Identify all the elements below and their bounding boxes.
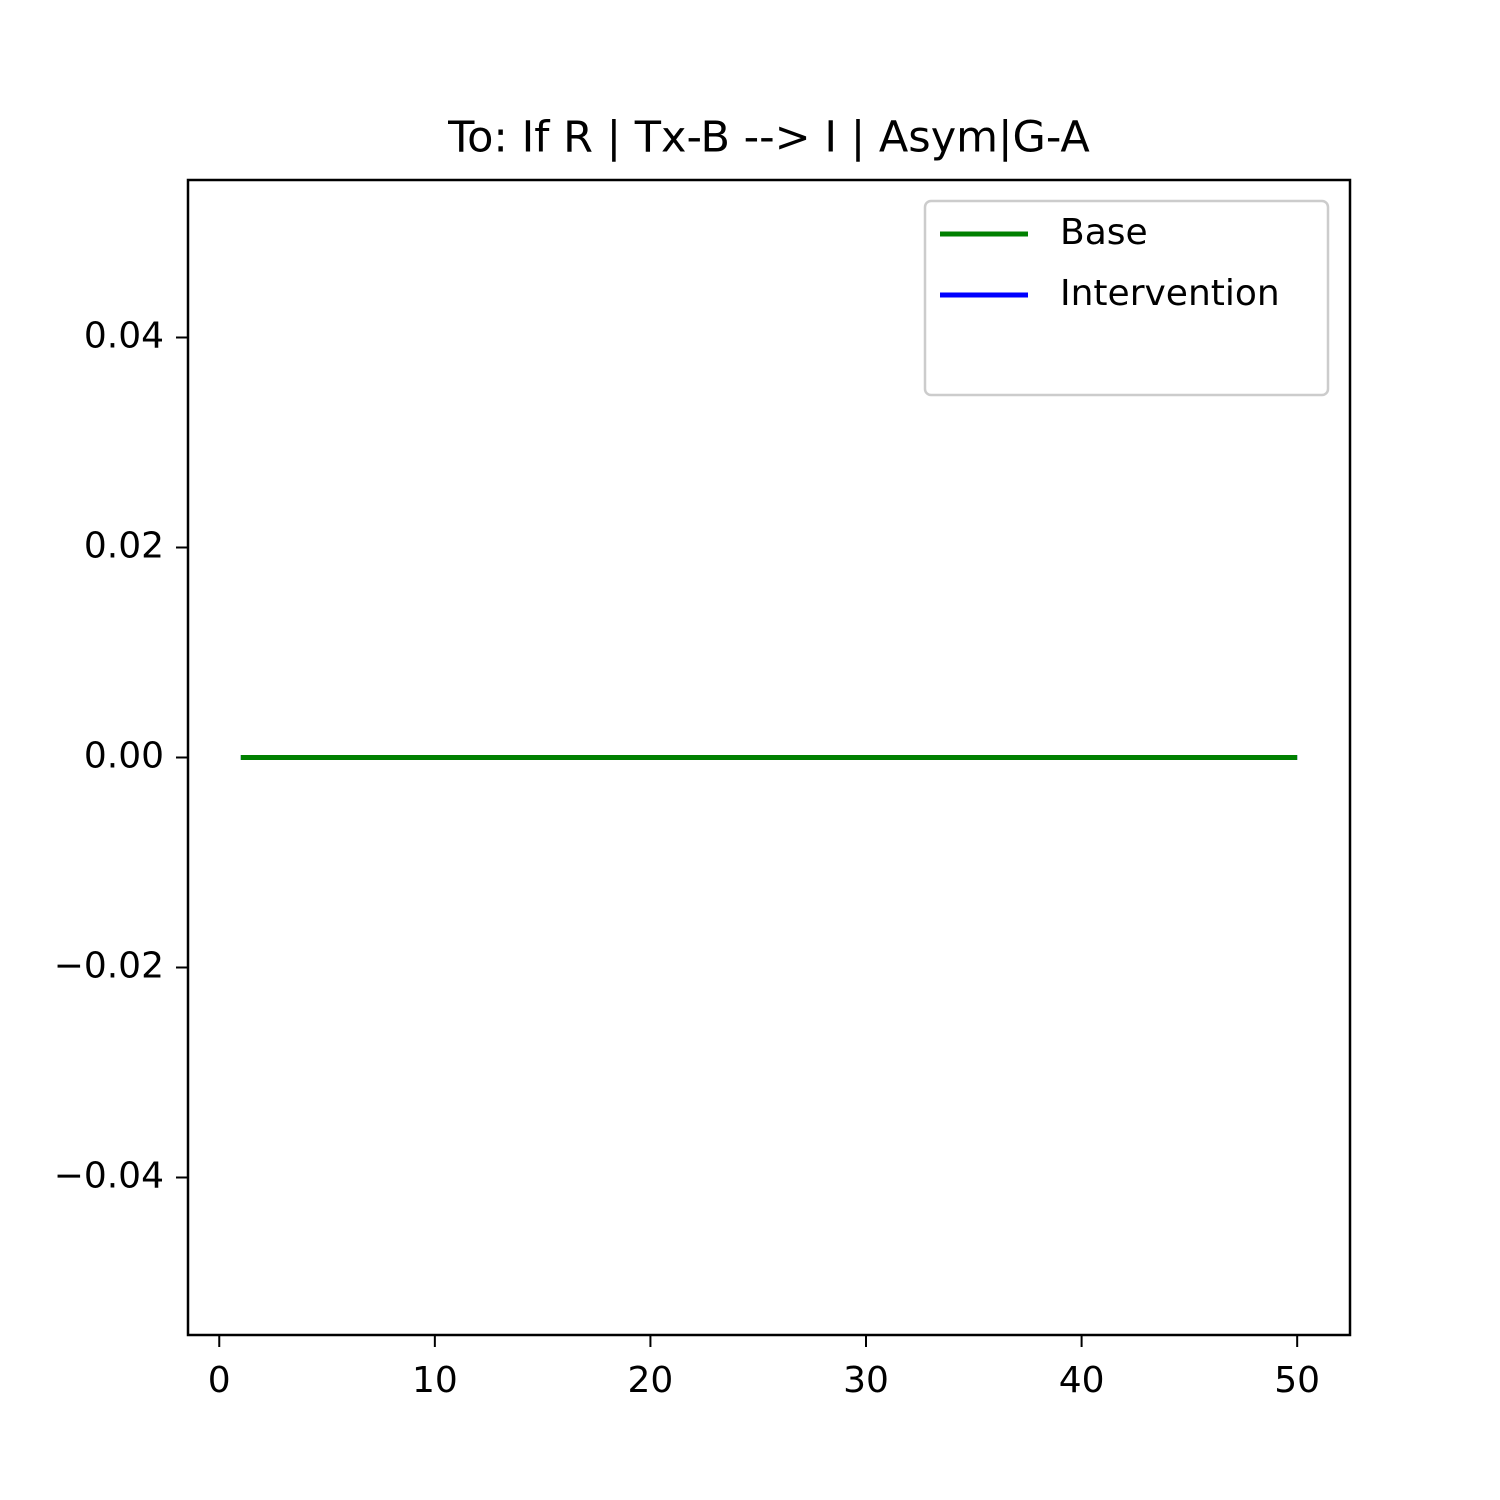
legend-label: Base: [1060, 212, 1148, 253]
y-tick-label: −0.02: [54, 946, 164, 987]
chart-title: To: If R | Tx-B --> I | Asym|G-A: [447, 113, 1090, 163]
x-tick-label: 20: [628, 1360, 674, 1401]
x-tick-label: 40: [1059, 1360, 1105, 1401]
y-tick-label: 0.02: [84, 526, 164, 567]
plot-frame: [186, 178, 1352, 1337]
x-tick-label: 30: [843, 1360, 889, 1401]
legend-label: Intervention: [1060, 273, 1280, 314]
y-tick-label: 0.00: [84, 736, 164, 777]
x-tick-label: 10: [412, 1360, 458, 1401]
legend-box: [923, 199, 1330, 397]
x-tick-label: 0: [208, 1360, 231, 1401]
y-tick-label: −0.04: [54, 1156, 164, 1197]
x-tick-label: 50: [1274, 1360, 1320, 1401]
y-tick-label: 0.04: [84, 316, 164, 357]
